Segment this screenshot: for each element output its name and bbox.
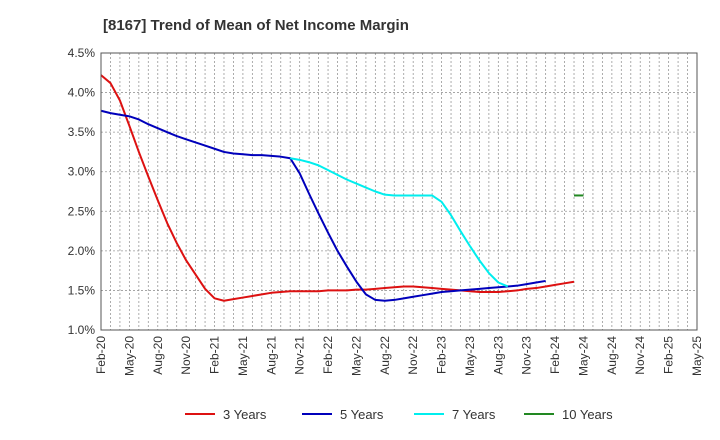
plot-frame [100,52,698,331]
x-tick-label: Aug-21 [264,336,278,375]
x-tick-label: Feb-25 [662,336,676,374]
x-tick-labels: Feb-20 May-20 Aug-20 Nov-20 Feb-21 May-21 Aug-… [94,336,704,376]
legend-label-2: 5 Years [340,407,384,422]
x-tick-label: Nov-20 [179,336,193,375]
y-tick-label: 3.5% [68,125,96,139]
series-line-1 [100,74,575,302]
x-tick-label: Nov-21 [293,336,307,375]
y-tick-label: 4.0% [68,86,96,100]
x-tick-label: Feb-23 [435,336,449,374]
x-tick-label: Aug-23 [491,336,505,375]
series-layer [100,74,584,302]
y-tick-label: 2.5% [68,204,96,218]
series-line-2 [100,109,546,302]
x-tick-label: May-24 [576,336,590,376]
x-tick-label: Feb-20 [94,336,108,374]
x-tick-label: Feb-21 [208,336,222,374]
axes [100,52,698,331]
chart-title: [8167] Trend of Mean of Net Income Margi… [103,17,409,34]
x-tick-label: Feb-24 [548,336,562,374]
y-tick-label: 3.0% [68,165,96,179]
y-tick-label: 2.0% [68,244,96,258]
x-tick-label: May-20 [122,336,136,376]
legend-label-4: 10 Years [562,407,613,422]
plot-area [101,53,697,330]
x-tick-label: May-25 [690,336,704,376]
legend: 3 Years 5 Years 7 Years 10 Years [185,407,613,422]
series-line-3 [290,157,509,288]
x-tick-label: May-23 [463,336,477,376]
x-tick-label: Aug-24 [605,336,619,375]
x-tick-label: Nov-22 [406,336,420,375]
x-tick-label: May-22 [349,336,363,376]
legend-label-1: 3 Years [223,407,267,422]
x-tick-label: Aug-20 [151,336,165,375]
x-tick-label: Aug-22 [378,336,392,375]
y-tick-labels: 1.0% 1.5% 2.0% 2.5% 3.0% 3.5% 4.0% 4.5% [68,46,96,337]
x-tick-label: Nov-24 [633,336,647,375]
y-tick-label: 1.0% [68,323,96,337]
x-tick-label: May-21 [236,336,250,376]
x-tick-label: Nov-23 [520,336,534,375]
x-tick-label: Feb-22 [321,336,335,374]
y-tick-label: 4.5% [68,46,96,60]
legend-label-3: 7 Years [452,407,496,422]
y-tick-label: 1.5% [68,283,96,297]
grid-lines [101,53,697,330]
plot-background [101,53,697,330]
